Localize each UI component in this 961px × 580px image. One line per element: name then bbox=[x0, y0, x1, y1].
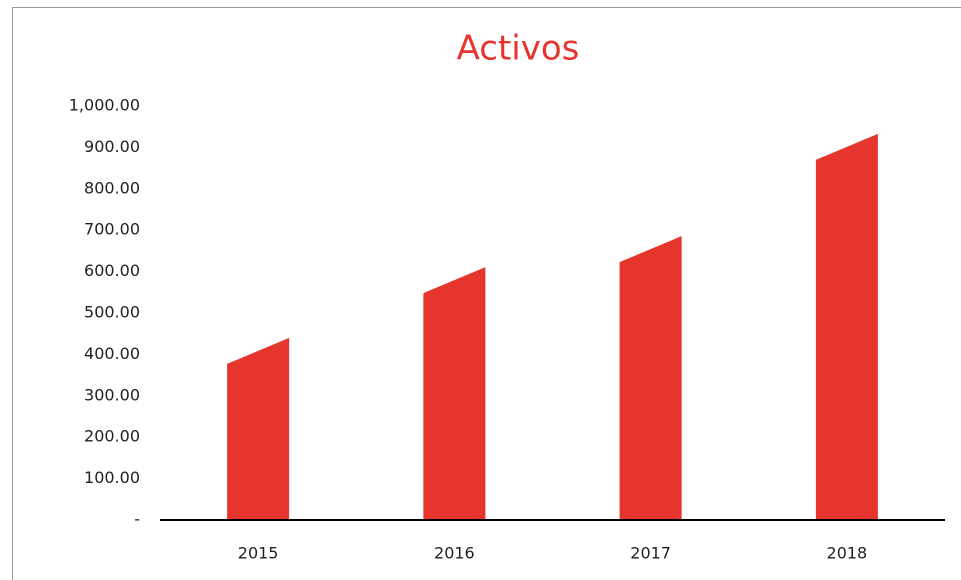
chart-border bbox=[12, 7, 961, 580]
chart-title: Activos bbox=[457, 29, 580, 69]
y-tick-label: 600.00 bbox=[84, 261, 140, 280]
y-tick-label: 400.00 bbox=[84, 344, 140, 363]
y-tick-label: 500.00 bbox=[84, 303, 140, 322]
y-tick-label: 800.00 bbox=[84, 178, 140, 197]
bar bbox=[423, 267, 486, 520]
x-tick-label: 2017 bbox=[630, 544, 671, 563]
y-tick-label: 100.00 bbox=[84, 468, 140, 487]
bar bbox=[227, 337, 290, 520]
bar bbox=[619, 236, 682, 520]
x-tick-label: 2018 bbox=[827, 544, 868, 563]
y-tick-label: - bbox=[134, 510, 140, 529]
y-tick-label: 300.00 bbox=[84, 385, 140, 404]
x-tick-label: 2015 bbox=[238, 544, 279, 563]
y-tick-label: 1,000.00 bbox=[69, 96, 140, 115]
y-tick-label: 900.00 bbox=[84, 137, 140, 156]
x-tick-label: 2016 bbox=[434, 544, 475, 563]
y-tick-label: 200.00 bbox=[84, 427, 140, 446]
bar bbox=[815, 133, 878, 520]
y-tick-label: 700.00 bbox=[84, 220, 140, 239]
